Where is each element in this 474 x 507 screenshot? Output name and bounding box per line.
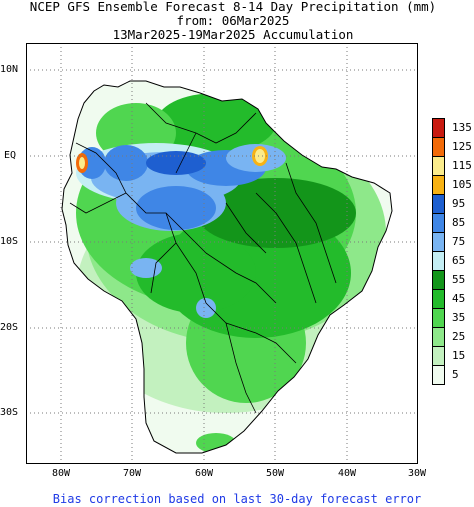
colorbar-label: 25 xyxy=(452,330,466,343)
lat-label-10n: 10N xyxy=(0,64,19,75)
colorbar-swatch xyxy=(432,346,445,366)
colorbar-swatch xyxy=(432,232,445,252)
colorbar-swatch xyxy=(432,194,445,214)
colorbar-label: 135 xyxy=(452,121,472,134)
precipitation-map: 10N EQ 10S 20S 30S 80W 70W 60W 50W 40W 3… xyxy=(0,43,426,479)
map-title: NCEP GFS Ensemble Forecast 8-14 Day Prec… xyxy=(29,0,437,14)
country-borders xyxy=(69,102,337,414)
colorbar-swatch xyxy=(432,327,445,347)
lon-label-30w: 30W xyxy=(408,468,427,479)
colorbar-label: 65 xyxy=(452,254,466,267)
colorbar-swatch xyxy=(432,365,445,385)
colorbar-swatch xyxy=(432,308,445,328)
lat-label-20s: 20S xyxy=(0,322,19,333)
colorbar-label: 55 xyxy=(452,273,466,286)
lon-label-50w: 50W xyxy=(266,468,285,479)
colorbar-swatch xyxy=(432,156,445,176)
colorbar-label: 5 xyxy=(452,368,459,381)
colorbar-label: 35 xyxy=(452,311,466,324)
colorbar-swatch xyxy=(432,289,445,309)
lon-label-40w: 40W xyxy=(338,468,357,479)
lon-label-70w: 70W xyxy=(123,468,142,479)
colorbar-swatch xyxy=(432,251,445,271)
precipitation-field xyxy=(62,93,386,453)
colorbar-swatch xyxy=(432,213,445,233)
bias-correction-note: Bias correction based on last 30-day for… xyxy=(52,492,422,506)
lat-label-10s: 10S xyxy=(0,236,19,247)
lat-label-30s: 30S xyxy=(0,407,19,418)
lat-lon-grid xyxy=(26,43,418,464)
colorbar-label: 95 xyxy=(452,197,466,210)
lon-label-60w: 60W xyxy=(195,468,214,479)
colorbar-swatch xyxy=(432,175,445,195)
coastline xyxy=(61,80,393,454)
lon-label-80w: 80W xyxy=(52,468,71,479)
lat-label-eq: EQ xyxy=(4,150,17,161)
colorbar-label: 15 xyxy=(452,349,466,362)
accumulation-period: 13Mar2025-19Mar2025 Accumulation xyxy=(112,27,354,42)
colorbar-label: 125 xyxy=(452,140,472,153)
colorbar-swatch xyxy=(432,137,445,157)
colorbar-label: 75 xyxy=(452,235,466,248)
colorbar-label: 115 xyxy=(452,159,472,172)
colorbar-label: 45 xyxy=(452,292,466,305)
colorbar-swatch xyxy=(432,118,445,138)
colorbar-label: 85 xyxy=(452,216,466,229)
colorbar-label: 105 xyxy=(452,178,472,191)
colorbar-swatch xyxy=(432,270,445,290)
forecast-issue-date: from: 06Mar2025 xyxy=(176,13,290,28)
